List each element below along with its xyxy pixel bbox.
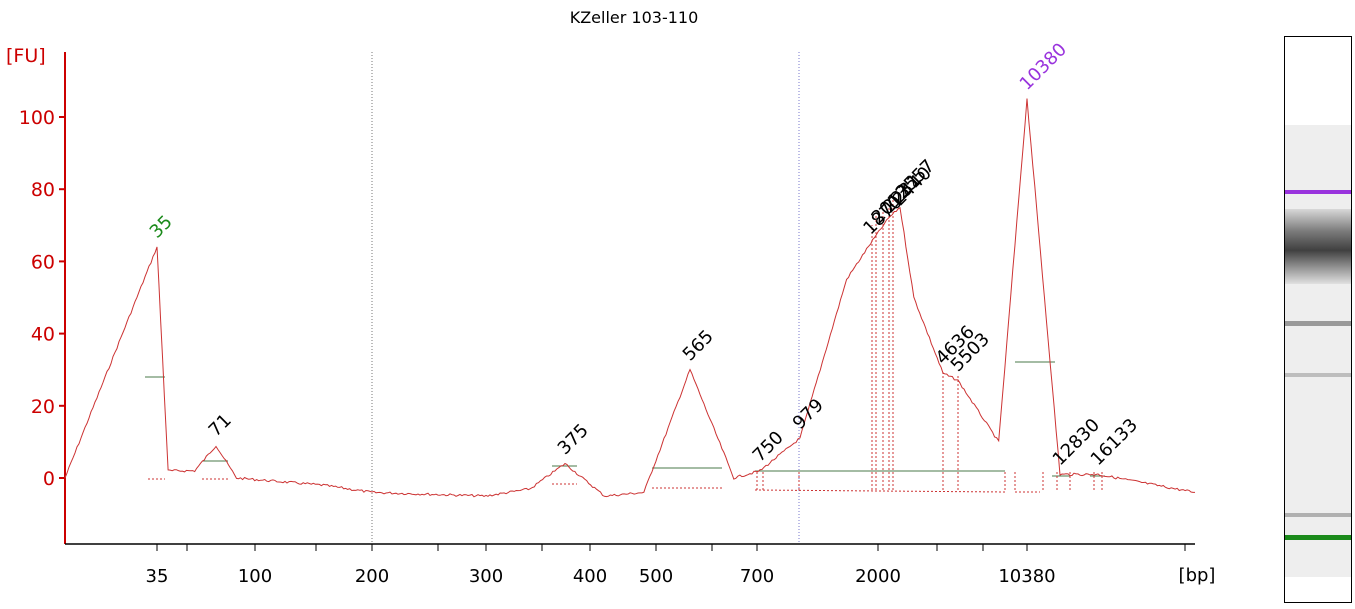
y-tick-label: 20 bbox=[31, 396, 55, 418]
y-tick-label: 60 bbox=[31, 251, 55, 273]
peak-label: 10380 bbox=[1016, 39, 1071, 94]
signal-trace bbox=[64, 98, 1195, 498]
x-tick-label: 300 bbox=[469, 566, 503, 587]
x-tick-label: 2000 bbox=[855, 566, 901, 587]
band bbox=[1285, 321, 1351, 326]
electropherogram-chart: KZeller 103-110 [FU] [bp] 0 20 40 60 80 100 35… bbox=[6, 8, 1216, 587]
x-tick-label: 35 bbox=[146, 566, 169, 587]
peak-label: 979 bbox=[789, 395, 828, 434]
y-tick-label: 100 bbox=[19, 107, 55, 129]
lower-marker-band bbox=[1285, 535, 1351, 540]
baseline-segment bbox=[754, 489, 1006, 493]
peak-label: 375 bbox=[554, 420, 593, 459]
band bbox=[1285, 513, 1351, 517]
y-tick-label: 0 bbox=[43, 468, 55, 490]
peak-label: 750 bbox=[749, 427, 788, 466]
gel-lane bbox=[1285, 125, 1351, 577]
y-tick-label: 40 bbox=[31, 324, 55, 346]
gel-image bbox=[1284, 36, 1352, 603]
x-tick-label: 10380 bbox=[998, 566, 1055, 587]
peak-label: 35 bbox=[146, 211, 177, 242]
upper-marker-band bbox=[1285, 190, 1351, 194]
y-axis-label: [FU] bbox=[6, 45, 46, 67]
x-tick-label: 100 bbox=[238, 566, 272, 587]
peak-label: 565 bbox=[679, 326, 718, 365]
x-axis-label: [bp] bbox=[1179, 565, 1216, 586]
axes: 0 20 40 60 80 100 35 100 200 300 400 500 700 2000 1038… bbox=[19, 52, 1195, 587]
chart-title: KZeller 103-110 bbox=[570, 8, 699, 27]
peak-baselines bbox=[145, 200, 1105, 493]
x-tick-label: 400 bbox=[573, 566, 607, 587]
smear-band bbox=[1285, 209, 1351, 284]
x-tick-label: 700 bbox=[740, 566, 774, 587]
peak-label: 71 bbox=[205, 410, 236, 441]
x-tick-label: 500 bbox=[639, 566, 673, 587]
x-tick-label: 200 bbox=[355, 566, 389, 587]
band bbox=[1285, 373, 1351, 377]
y-tick-label: 80 bbox=[31, 179, 55, 201]
